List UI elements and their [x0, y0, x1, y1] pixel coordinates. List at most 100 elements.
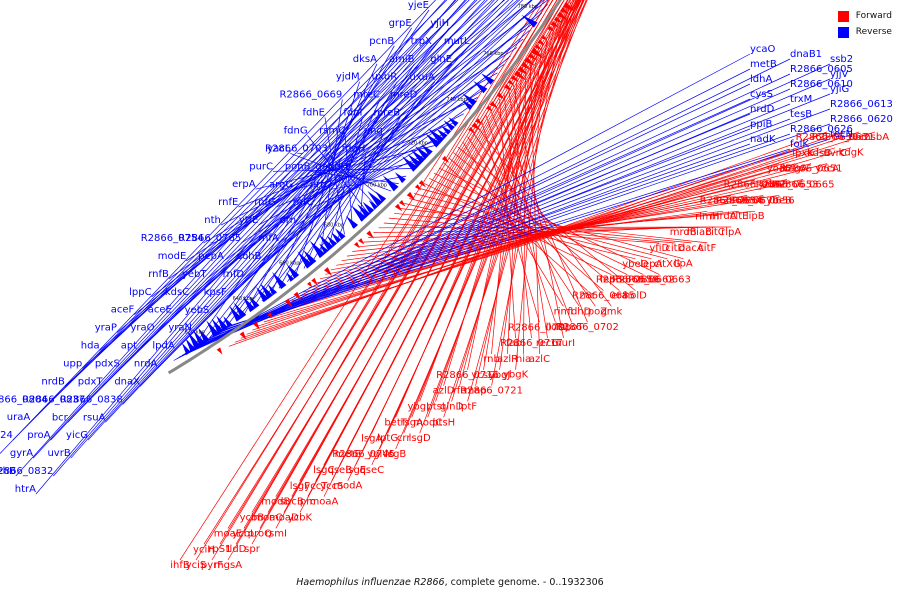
gene-label-rsmc[interactable]: rsmC: [319, 126, 345, 137]
gene-label-rimi[interactable]: rimI: [554, 306, 574, 317]
gene-label-rnb[interactable]: rnb: [483, 354, 500, 365]
gene-label-r2866-0653[interactable]: R2866_0653: [756, 180, 819, 191]
gene-label-acef[interactable]: aceF: [111, 305, 135, 316]
gene-label-citxg[interactable]: citXG: [654, 259, 681, 270]
gene-label-nrdb[interactable]: nrdB: [41, 376, 65, 387]
gene-label-ybgk[interactable]: ybgK: [503, 370, 529, 381]
gene-label-mgsa[interactable]: mgsA: [214, 560, 242, 571]
gene-label-cite[interactable]: citE: [730, 211, 749, 222]
gene-label-citc[interactable]: citC: [706, 227, 725, 238]
gene-label-tehb[interactable]: tehB: [0, 466, 16, 477]
gene-label-fabi[interactable]: fabI: [506, 338, 525, 349]
gene-label-r2866-0702[interactable]: R2866_0702: [556, 322, 619, 333]
gene-label-rnfd[interactable]: rnfD: [223, 269, 245, 280]
gene-label-ybed[interactable]: ybeD: [622, 259, 648, 270]
gene-label-citd[interactable]: citD: [665, 243, 685, 254]
gene-label-lptf[interactable]: lptF: [458, 401, 477, 412]
gene-label-r2866-0754[interactable]: R2866_0754: [141, 233, 204, 244]
gene-label-gmk[interactable]: gmk: [600, 306, 622, 317]
gene-label-nth[interactable]: nth: [204, 215, 221, 226]
gene-label-lsga[interactable]: lsgA: [361, 433, 382, 444]
gene-label-yicg[interactable]: yicG: [66, 430, 88, 441]
gene-label-yjjv[interactable]: yjjV: [830, 69, 848, 80]
gene-label-rnfc[interactable]: rnfC: [293, 197, 314, 208]
gene-label-lepa[interactable]: lepA: [640, 259, 662, 270]
gene-label-r2866-0610[interactable]: R2866_0610: [790, 79, 853, 90]
gene-label-ihfb[interactable]: ihfB: [170, 560, 190, 571]
gene-label-kdgk[interactable]: kdgK: [839, 148, 864, 159]
gene-label-yfid[interactable]: yfiD: [649, 243, 669, 254]
gene-label-cyss[interactable]: cysS: [750, 89, 773, 100]
gene-label-recg[interactable]: recG: [536, 338, 559, 349]
gene-label-ycih[interactable]: yciH: [193, 544, 215, 555]
gene-label-argg[interactable]: argG: [269, 179, 293, 190]
gene-label-r2866-0613[interactable]: R2866_0613: [830, 99, 893, 110]
gene-label-qsec[interactable]: qseC: [359, 465, 384, 476]
gene-label-xtha[interactable]: xthA: [760, 180, 783, 191]
gene-label-yjig[interactable]: yjiG: [830, 84, 849, 95]
gene-label-ycsg[interactable]: ycsG: [471, 370, 495, 381]
gene-label-azlc[interactable]: azlC: [529, 354, 550, 365]
gene-label-proq[interactable]: proQ: [248, 528, 272, 539]
gene-label-gapdh[interactable]: gapdH: [315, 161, 348, 172]
gene-label-uxua[interactable]: uxuA: [409, 72, 435, 83]
gene-label-ycao[interactable]: ycaO: [750, 44, 776, 55]
gene-label-ybgl[interactable]: ybgL: [408, 402, 433, 413]
gene-label-yrap[interactable]: yraP: [95, 323, 117, 334]
gene-label-yran[interactable]: yraN: [168, 323, 192, 334]
gene-label-rsga[interactable]: rsgA: [400, 417, 423, 428]
gene-label-rlmh[interactable]: rlmH: [695, 211, 719, 222]
gene-label-era[interactable]: era: [611, 291, 627, 302]
gene-label-mete[interactable]: metE: [335, 449, 361, 460]
gene-label-r2866-0670[interactable]: R2866_0670: [716, 195, 779, 206]
gene-label-r2866-0652[interactable]: R2866_0652: [724, 180, 787, 191]
gene-label-rnfb[interactable]: rnfB: [148, 269, 169, 280]
gene-label-nrda[interactable]: nrdA: [134, 359, 158, 370]
gene-label-prc[interactable]: prc: [300, 497, 316, 508]
gene-label-rnfa[interactable]: rnfA: [258, 233, 279, 244]
gene-label-rsmi[interactable]: rsmI: [265, 528, 287, 539]
gene-label-map[interactable]: map: [464, 386, 486, 397]
gene-label-lipa[interactable]: lipA: [674, 259, 693, 270]
gene-label-hda[interactable]: hda: [81, 341, 100, 352]
gene-label-rlpa[interactable]: rlpA: [721, 227, 741, 238]
gene-label-kdga[interactable]: kdgA: [782, 164, 807, 175]
gene-label-moda[interactable]: modA: [333, 481, 362, 492]
gene-label-lipb[interactable]: lipB: [746, 211, 765, 222]
gene-label-sohb[interactable]: sohB: [237, 251, 262, 262]
gene-label-r2866-0837[interactable]: R2866_0837: [22, 394, 85, 405]
gene-label-tesb[interactable]: tesB: [790, 109, 812, 120]
gene-label-lepb[interactable]: lepB: [600, 275, 622, 286]
gene-label-ycbk[interactable]: ycbK: [288, 512, 313, 523]
gene-label-modc[interactable]: modC: [413, 417, 442, 428]
gene-label-recn[interactable]: recN: [830, 129, 853, 140]
gene-label-upp[interactable]: upp: [63, 358, 82, 369]
gene-label-fdhe[interactable]: fdhE: [302, 108, 325, 119]
gene-label-hold[interactable]: holD: [624, 291, 647, 302]
gene-label-yebs[interactable]: yebS: [185, 305, 210, 316]
gene-label-yjdm[interactable]: yjdM: [336, 72, 360, 83]
gene-label-nadk[interactable]: nadK: [750, 134, 776, 145]
gene-label-yccs[interactable]: yccS: [320, 481, 343, 492]
gene-label-pdxs[interactable]: pdxS: [95, 359, 120, 370]
gene-label-kdsb[interactable]: kdsB: [807, 148, 831, 159]
gene-label-r2866-0630[interactable]: R2866_0630: [796, 132, 859, 143]
gene-label-rec2[interactable]: rec2: [848, 132, 870, 143]
gene-label-ycct[interactable]: yccT: [304, 481, 328, 492]
gene-label-r2866-0765[interactable]: R2866_0765: [178, 233, 241, 244]
gene-label-r2866-0804[interactable]: R2866_0804: [0, 394, 48, 405]
gene-label-amib[interactable]: amiB: [389, 54, 415, 65]
gene-label-rsua[interactable]: rsuA: [83, 412, 106, 423]
gene-label-glne[interactable]: glnE: [430, 54, 452, 65]
gene-label-r2866-0701[interactable]: R2866_0701: [508, 322, 571, 333]
gene-label-r2866-0626[interactable]: R2866_0626: [790, 124, 853, 135]
gene-label-r2866-0838[interactable]: R2866_0838: [60, 394, 123, 405]
gene-label-fdng[interactable]: fdnG: [284, 126, 308, 137]
gene-label-ybgj[interactable]: ybgJ: [489, 370, 511, 381]
gene-label-prfc[interactable]: prfC: [310, 179, 331, 190]
gene-label-r2866-0832[interactable]: R2866_0832: [0, 466, 53, 477]
gene-label-yoae[interactable]: yoaE: [767, 164, 791, 175]
gene-label-rnc[interactable]: rnc: [580, 291, 596, 302]
gene-label-pcnb[interactable]: pcnB: [369, 36, 394, 47]
gene-label-ppib[interactable]: ppiB: [750, 119, 772, 130]
